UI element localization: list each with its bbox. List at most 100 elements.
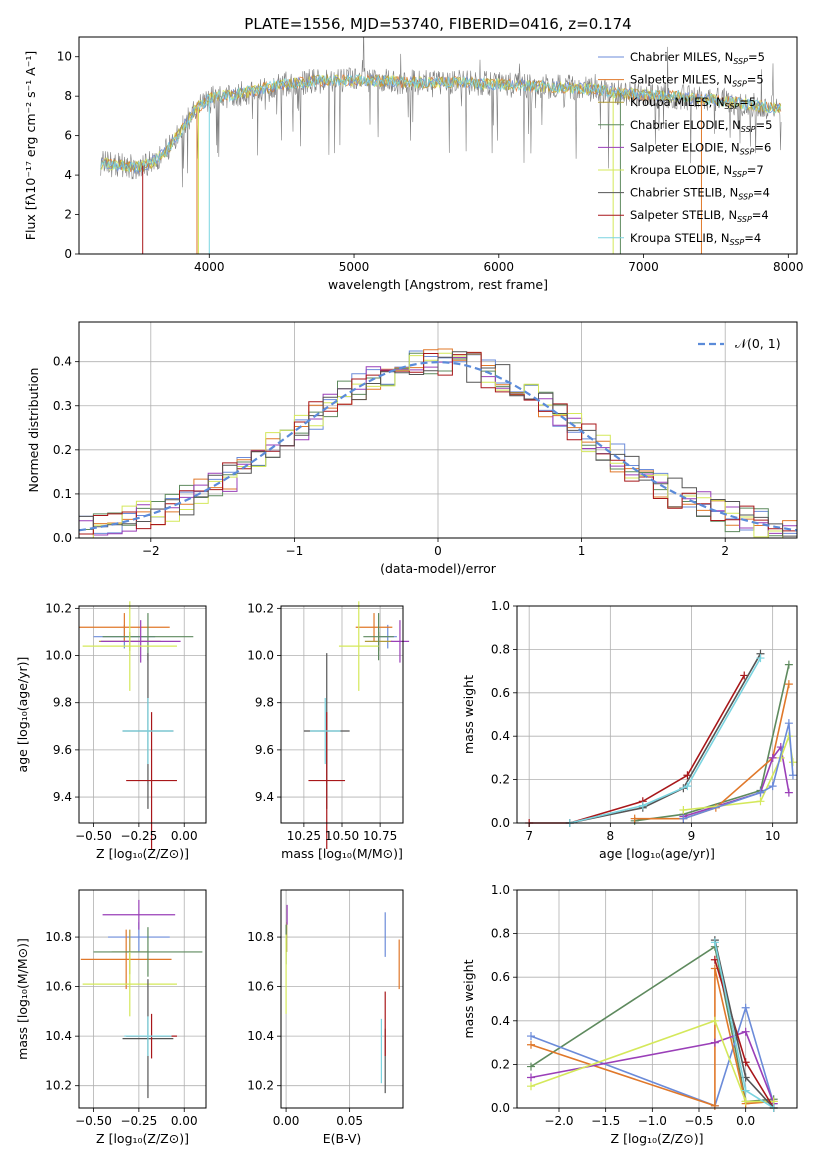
- y-axis-label: Normed distribution: [26, 368, 41, 493]
- mass-weight-line: [569, 653, 762, 824]
- legend-text: Chabrier STELIB, N: [630, 186, 738, 200]
- y-tick-label: 0.0: [491, 1101, 510, 1115]
- legend-subscript: SSP: [738, 193, 753, 202]
- plus-marker: [788, 758, 797, 767]
- plus-marker: [679, 805, 688, 814]
- axes-frame: [78, 605, 207, 824]
- y-axis-label: age [log₁₀(age/yr)]: [15, 657, 30, 773]
- model-spectrum: [100, 74, 782, 173]
- x-tick-label: −0.25: [120, 829, 157, 843]
- plus-marker: [527, 1021, 535, 1030]
- x-tick-label: 0: [434, 544, 442, 558]
- y-tick-label: 2: [64, 208, 72, 222]
- figure-title: PLATE=1556, MJD=53740, FIBERID=0416, z=0…: [244, 15, 631, 33]
- legend-text: Kroupa STELIB, N: [630, 231, 730, 245]
- histogram-series: [79, 351, 797, 538]
- plus-marker: [710, 1016, 719, 1025]
- y-tick-label: 0.4: [53, 355, 72, 369]
- x-tick-label: −0.25: [120, 1114, 157, 1128]
- spectrum-panel: 4000 5000 6000 7000 8000 0 2 4 6 8 10 wavelength [A…: [23, 36, 804, 292]
- x-tick-label: 9: [688, 829, 696, 843]
- x-tick-label: 0.0: [736, 1114, 755, 1128]
- legend-entry: Kroupa ELODIE, NSSP=7: [630, 163, 764, 179]
- x-tick-label: 8000: [773, 260, 804, 274]
- y-tick-label: 9.8: [53, 696, 72, 710]
- x-tick-label: 5000: [339, 260, 370, 274]
- x-tick-label: −2.0: [544, 1114, 573, 1128]
- spectrum-lines: [100, 37, 782, 254]
- y-tick-label: 0.6: [491, 970, 510, 984]
- x-tick-label: −2: [142, 544, 160, 558]
- legend-entry: Salpeter ELODIE, NSSP=6: [630, 140, 771, 156]
- plus-marker: [638, 801, 647, 810]
- x-tick-label: 10.50: [325, 829, 359, 843]
- legend-subscript: SSP: [732, 80, 747, 89]
- legend-text: Kroupa MILES, N: [630, 95, 725, 109]
- y-tick-label: 9.4: [255, 790, 274, 804]
- y-tick-label: 6: [64, 129, 72, 143]
- x-tick-label: 10.25: [287, 829, 321, 843]
- y-tick-label: 0.0: [53, 531, 72, 545]
- axes-frame: [516, 889, 798, 1109]
- y-tick-label: 10.2: [45, 601, 72, 615]
- legend-tail: =5: [739, 95, 756, 109]
- x-axis-label: (data-model)/error: [380, 561, 497, 576]
- plus-marker: [784, 703, 793, 712]
- plus-marker: [710, 955, 719, 964]
- x-axis-label: Z [log₁₀(Z/Z⊙)]: [96, 1131, 189, 1146]
- y-axis-label: Flux [fλ10⁻¹⁷ erg cm⁻² s⁻¹ A⁻¹]: [23, 51, 38, 240]
- mass-weight-line: [569, 657, 762, 824]
- plus-marker: [784, 788, 793, 797]
- legend-entry: Kroupa STELIB, NSSP=4: [630, 231, 761, 247]
- x-tick-label: −1.0: [638, 1114, 667, 1128]
- x-tick-label: 2: [721, 544, 729, 558]
- x-axis-label: mass [log₁₀(M/M⊙)]: [281, 846, 403, 861]
- plus-marker: [527, 1082, 535, 1091]
- legend-entry: Salpeter STELIB, NSSP=4: [630, 208, 769, 224]
- y-tick-label: 8: [64, 89, 72, 103]
- plus-marker: [741, 1003, 750, 1012]
- y-tick-label: 0.6: [491, 686, 510, 700]
- y-tick-label: 10.4: [45, 1029, 72, 1043]
- legend-subscript: SSP: [737, 215, 752, 224]
- y-tick-label: 9.6: [255, 743, 274, 757]
- x-tick-label: −1.5: [591, 1114, 620, 1128]
- x-tick-label: −1: [286, 544, 304, 558]
- legend-subscript: SSP: [741, 125, 756, 134]
- legend-tail: =7: [747, 163, 764, 177]
- y-tick-label: 10.2: [247, 1079, 274, 1093]
- legend-text: Chabrier ELODIE, N: [630, 118, 741, 132]
- plus-marker: [784, 719, 793, 728]
- plus-marker: [679, 814, 688, 823]
- legend-text: Salpeter STELIB, N: [630, 208, 737, 222]
- legend-text: Salpeter MILES, N: [630, 73, 732, 87]
- y-tick-label: 0.3: [53, 399, 72, 413]
- mass-weight-line: [530, 1030, 775, 1104]
- x-tick-label: 0.00: [171, 1114, 198, 1128]
- y-tick-label: 10.0: [247, 649, 274, 663]
- legend-tail: =5: [756, 118, 773, 132]
- legend-tail: =4: [753, 186, 770, 200]
- mass-weight-line: [530, 1004, 775, 1107]
- y-axis-label: mass weight: [461, 959, 476, 1038]
- x-tick-label: −0.50: [75, 829, 112, 843]
- legend-subscript: SSP: [730, 238, 745, 247]
- plus-marker: [683, 782, 692, 791]
- legend-tail: =4: [744, 231, 761, 245]
- x-tick-label: 7000: [628, 260, 659, 274]
- y-tick-label: 0.8: [491, 927, 510, 941]
- plus-marker: [527, 1040, 535, 1049]
- legend-tail: =4: [752, 208, 769, 222]
- x-axis-label: wavelength [Angstrom, rest frame]: [328, 277, 548, 292]
- legend-subscript: SSP: [725, 102, 740, 111]
- x-tick-label: 10.75: [363, 829, 397, 843]
- y-tick-label: 0: [64, 247, 72, 261]
- x-tick-label: 8: [607, 829, 615, 843]
- x-tick-label: 1: [578, 544, 586, 558]
- axes-frame: [78, 36, 798, 255]
- model-spectrum: [100, 74, 782, 173]
- x-tick-label: −0.5: [684, 1114, 713, 1128]
- y-tick-label: 9.8: [255, 696, 274, 710]
- legend-subscript: SSP: [740, 147, 755, 156]
- legend-tail: =5: [748, 50, 765, 64]
